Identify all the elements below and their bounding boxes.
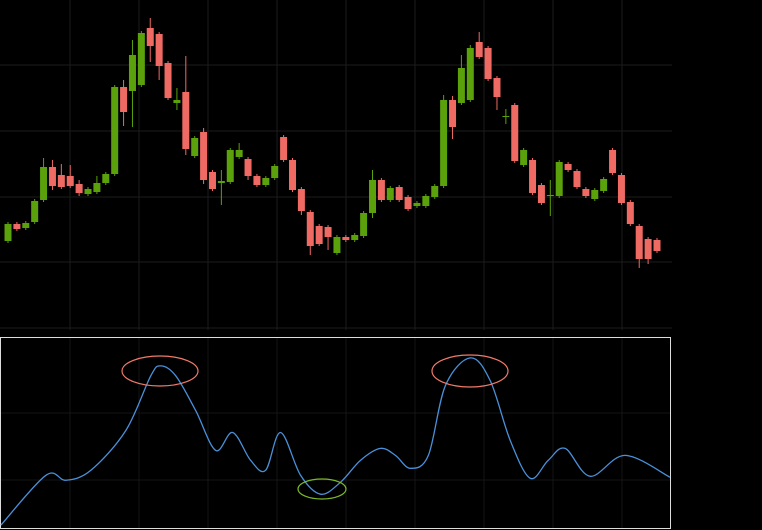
candle-body <box>440 100 448 186</box>
oscillator-line <box>0 357 671 526</box>
candle-body <box>22 223 30 228</box>
candle-body <box>529 160 537 193</box>
candle-body <box>226 150 234 182</box>
candle-body <box>564 164 572 170</box>
candle-body <box>297 189 305 211</box>
candle-body <box>280 137 288 160</box>
candle-body <box>4 224 12 241</box>
candle-body <box>146 28 154 46</box>
candle-body <box>431 186 439 197</box>
candle-body <box>57 175 65 187</box>
candle-body <box>386 188 394 200</box>
candle-body <box>324 227 332 237</box>
candle-body <box>84 189 92 194</box>
candle-body <box>182 92 190 149</box>
candle-body <box>360 213 368 236</box>
candle-body <box>288 160 296 190</box>
candle-body <box>395 187 403 200</box>
candle-body <box>466 48 474 100</box>
candle-body <box>520 150 528 165</box>
candle-body <box>235 150 243 157</box>
candle-body <box>66 176 74 186</box>
candle-body <box>253 176 261 185</box>
candle-body <box>111 87 119 174</box>
candle-body <box>511 105 519 161</box>
trough-highlight <box>297 478 347 500</box>
candle-body <box>333 237 341 253</box>
candle-body <box>93 183 101 192</box>
candle-body <box>128 55 136 91</box>
candle-body <box>617 175 625 203</box>
candle-body <box>582 189 590 196</box>
candle-body <box>271 166 279 178</box>
candle-body <box>40 167 48 200</box>
candle-body <box>208 172 216 189</box>
candle-body <box>644 239 652 259</box>
candle-body <box>137 33 145 85</box>
candle-body <box>306 212 314 246</box>
candle-body <box>449 100 457 127</box>
candle-body <box>120 87 128 112</box>
candles <box>4 18 661 268</box>
candle-body <box>102 174 110 183</box>
candle-body <box>377 180 385 200</box>
candle-body <box>164 63 172 98</box>
candle-body <box>351 235 359 240</box>
candle-body <box>653 240 661 251</box>
candle-body <box>546 195 554 196</box>
candle-body <box>609 150 617 173</box>
candle-body <box>369 180 377 213</box>
candle-body <box>155 34 163 66</box>
candle-body <box>493 78 501 97</box>
candle-body <box>422 196 430 206</box>
candle-body <box>75 184 83 193</box>
candle-body <box>413 203 421 206</box>
candle-body <box>404 197 412 209</box>
candle-body <box>457 68 465 103</box>
candle-body <box>200 132 208 180</box>
peak-highlight <box>121 355 199 387</box>
candle-body <box>600 179 608 191</box>
candle-body <box>475 42 483 57</box>
candle-body <box>315 226 323 244</box>
candle-body <box>31 201 39 222</box>
peak-highlight <box>431 354 509 388</box>
candle-body <box>626 202 634 224</box>
candle-body <box>217 181 225 183</box>
candle-body <box>244 159 252 176</box>
oscillator <box>0 357 671 526</box>
candle-body <box>502 116 510 117</box>
oscillator-frame <box>0 337 671 529</box>
candle-body <box>262 178 270 185</box>
candle-body <box>342 237 350 240</box>
candle-body <box>13 224 21 229</box>
candle-body <box>591 190 599 199</box>
candle-body <box>191 138 199 156</box>
candle-body <box>484 48 492 79</box>
candle-body <box>48 167 56 186</box>
candle-body <box>555 162 563 196</box>
candle-body <box>173 100 181 103</box>
candle-body <box>573 171 581 187</box>
candle-body <box>537 185 545 203</box>
candle-body <box>635 226 643 259</box>
